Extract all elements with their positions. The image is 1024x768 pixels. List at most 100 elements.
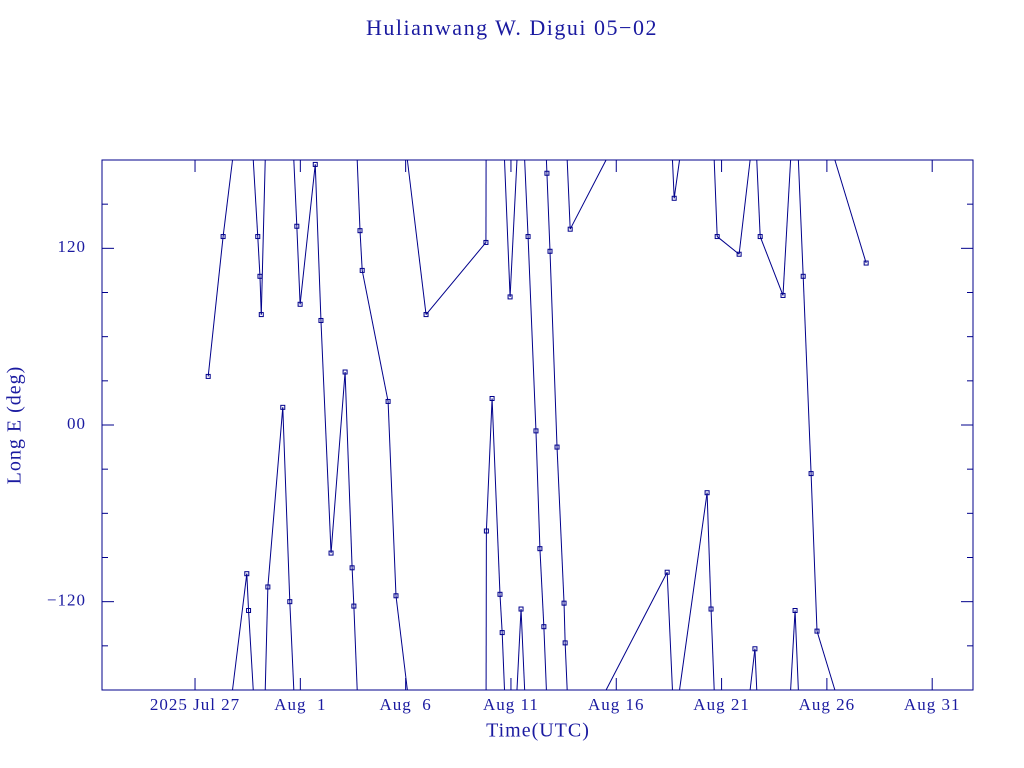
data-point xyxy=(544,170,550,176)
track-segment xyxy=(520,609,526,691)
track-segment xyxy=(257,236,261,277)
track-segment xyxy=(706,492,712,610)
track-segment xyxy=(605,571,668,691)
data-point xyxy=(537,546,543,552)
data-point xyxy=(863,260,869,266)
data-point xyxy=(567,226,573,232)
data-point xyxy=(255,234,261,240)
data-point xyxy=(547,248,553,254)
track-segment xyxy=(666,572,673,691)
x-tick-label: 2025 Jul 27 xyxy=(150,695,240,714)
track-segment xyxy=(671,159,675,199)
data-point xyxy=(318,317,324,323)
track-segment xyxy=(293,159,298,227)
data-point xyxy=(554,444,560,450)
data-point xyxy=(220,234,226,240)
track-segment xyxy=(232,573,248,691)
track-segment xyxy=(756,159,761,237)
data-point xyxy=(561,600,567,606)
data-point xyxy=(244,571,250,577)
track-segment xyxy=(566,159,571,230)
data-point xyxy=(246,608,252,613)
track-segment xyxy=(320,320,332,554)
y-tick-label: 00 xyxy=(67,414,86,433)
track-segment xyxy=(759,236,784,296)
y-tick-label: −120 xyxy=(47,591,86,610)
data-point xyxy=(328,550,334,556)
track-segment xyxy=(563,603,566,643)
track-segment xyxy=(535,430,541,549)
y-tick-label: 120 xyxy=(58,237,87,256)
data-point xyxy=(736,251,742,257)
track-segment xyxy=(516,609,522,691)
data-point xyxy=(205,373,211,379)
data-point xyxy=(708,606,714,612)
data-point xyxy=(483,528,489,534)
track-segment xyxy=(710,609,715,691)
track-segment xyxy=(351,567,355,607)
track-segment xyxy=(361,270,389,402)
track-segment xyxy=(546,173,551,252)
data-point xyxy=(257,273,263,279)
track-segment xyxy=(556,447,565,604)
data-point xyxy=(351,603,357,609)
track-segment xyxy=(246,573,250,611)
track-segment xyxy=(299,164,316,305)
data-point xyxy=(800,273,806,279)
data-point xyxy=(525,234,531,240)
track-segment xyxy=(248,610,254,691)
data-point xyxy=(518,606,524,612)
data-point xyxy=(808,471,814,477)
track-segment xyxy=(738,159,751,255)
track-segment xyxy=(330,371,346,554)
data-point xyxy=(507,294,513,300)
track-segment xyxy=(499,594,503,633)
track-segment xyxy=(569,159,607,230)
data-point xyxy=(497,591,503,597)
track-segment xyxy=(713,159,718,237)
track-segment xyxy=(679,492,708,691)
track-segment xyxy=(524,159,529,237)
track-segment xyxy=(810,473,818,632)
track-segment xyxy=(252,159,259,237)
track-segment xyxy=(491,398,501,595)
data-point xyxy=(562,640,568,646)
track-segment xyxy=(797,159,804,277)
track-segment xyxy=(802,276,812,474)
track-segment xyxy=(539,548,545,627)
data-point xyxy=(814,628,820,634)
track-segment xyxy=(264,586,269,691)
track-segment xyxy=(564,642,568,691)
track-segment xyxy=(314,164,322,321)
data-point xyxy=(357,228,363,234)
data-point xyxy=(359,267,365,273)
data-point xyxy=(671,195,677,201)
data-point xyxy=(489,396,495,401)
track-segment xyxy=(549,251,558,448)
track-segment xyxy=(289,601,295,691)
track-segment xyxy=(504,159,511,297)
x-tick-label: Aug 21 xyxy=(693,695,750,714)
data-point xyxy=(533,428,539,434)
track-segment xyxy=(222,159,234,237)
data-point xyxy=(393,593,399,599)
data-point xyxy=(385,398,391,404)
track-segment xyxy=(207,236,224,377)
y-axis-label: Long E (deg) xyxy=(4,366,26,485)
track-segment xyxy=(509,159,518,297)
data-point xyxy=(297,301,303,307)
data-point xyxy=(312,161,318,167)
track-segment xyxy=(356,159,361,231)
data-point xyxy=(780,292,786,298)
x-tick-label: Aug 16 xyxy=(588,695,645,714)
data-point xyxy=(792,608,798,613)
data-point xyxy=(499,630,505,636)
track-segment xyxy=(749,648,756,691)
track-segment xyxy=(716,236,740,255)
track-segment xyxy=(673,159,681,199)
data-point xyxy=(287,599,293,605)
data-point xyxy=(423,312,429,318)
data-point xyxy=(752,646,758,652)
